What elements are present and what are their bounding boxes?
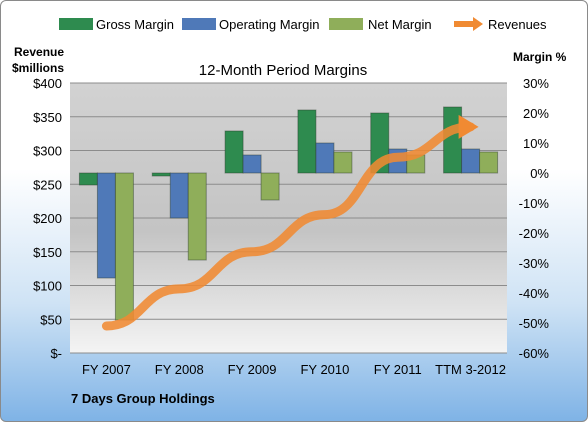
x-axis-ticks: FY 2007 FY 2008 FY 2009 FY 2010 FY 2011 TTM 3…	[82, 362, 506, 377]
bar-gross-margin[interactable]	[151, 172, 171, 177]
legend-swatch-net-margin	[329, 18, 363, 30]
bar-net-margin[interactable]	[479, 151, 499, 174]
right-tick-label: -40%	[519, 286, 550, 301]
bar-operating-margin[interactable]	[315, 142, 335, 174]
bar-net-margin[interactable]	[260, 172, 280, 201]
left-tick-label: $350	[33, 110, 62, 125]
revenue-point	[323, 213, 326, 216]
legend-item-net-margin[interactable]: Net Margin	[329, 17, 432, 32]
right-axis-ticks: 30% 20% 10% 0% -10% -20% -30% -40% -50% -60%	[519, 76, 550, 361]
right-tick-label: 20%	[523, 106, 549, 121]
left-axis-label-line1: Revenue	[14, 45, 64, 59]
revenue-point	[396, 156, 399, 159]
legend-item-operating-margin[interactable]: Operating Margin	[182, 17, 319, 32]
left-tick-label: $400	[33, 76, 62, 91]
revenue-point	[178, 287, 181, 290]
gridlines	[70, 82, 507, 354]
bar-net-margin[interactable]	[187, 172, 207, 261]
bar-operating-margin[interactable]	[461, 148, 481, 174]
legend-swatch-gross-margin	[59, 18, 93, 30]
bar-operating-margin[interactable]	[96, 172, 116, 279]
bar-net-margin[interactable]	[114, 172, 134, 321]
x-tick-label: FY 2010	[300, 362, 349, 377]
right-tick-label: -10%	[519, 196, 550, 211]
left-tick-label: $200	[33, 211, 62, 226]
legend-label-revenues: Revenues	[488, 17, 547, 32]
right-tick-label: -60%	[519, 346, 550, 361]
legend-item-revenues[interactable]: Revenues	[454, 17, 547, 32]
right-tick-label: 30%	[523, 76, 549, 91]
company-name: 7 Days Group Holdings	[71, 391, 215, 406]
left-tick-label: $150	[33, 245, 62, 260]
left-tick-label: $300	[33, 144, 62, 159]
left-tick-label: $100	[33, 279, 62, 294]
revenue-point	[105, 325, 108, 328]
left-tick-label: $50	[40, 312, 62, 327]
x-tick-label: FY 2011	[374, 362, 422, 377]
legend-swatch-operating-margin	[182, 18, 216, 30]
legend-label-net-margin: Net Margin	[368, 17, 432, 32]
x-tick-label: TTM 3-2012	[435, 362, 506, 377]
revenue-point	[251, 250, 254, 253]
revenue-line-group	[101, 114, 479, 331]
left-axis-ticks: $400 $350 $300 $250 $200 $150 $100 $50 $-	[33, 76, 62, 361]
legend: Gross Margin Operating Margin Net Margin…	[59, 17, 547, 32]
revenue-point	[469, 125, 472, 128]
left-tick-label: $-	[50, 346, 62, 361]
right-tick-label: -30%	[519, 256, 550, 271]
left-tick-label: $250	[33, 177, 62, 192]
chart-title: 12-Month Period Margins	[199, 62, 367, 79]
x-tick-label: FY 2008	[155, 362, 204, 377]
right-tick-label: 0%	[530, 166, 549, 181]
legend-arrowhead-revenues	[473, 17, 483, 31]
bar-gross-margin[interactable]	[78, 172, 98, 186]
revenue-line[interactable]	[101, 122, 476, 331]
legend-label-operating-margin: Operating Margin	[219, 17, 319, 32]
legend-item-gross-margin[interactable]: Gross Margin	[59, 17, 174, 32]
bar-net-margin[interactable]	[333, 151, 353, 174]
right-tick-label: 10%	[523, 136, 549, 151]
revenue-arrowhead	[458, 114, 479, 139]
right-axis-label: Margin %	[513, 50, 567, 64]
bars-group	[78, 106, 499, 321]
right-tick-label: -50%	[519, 316, 550, 331]
bar-gross-margin[interactable]	[297, 109, 317, 174]
bar-operating-margin[interactable]	[242, 154, 262, 174]
left-axis-label-line2: $millions	[12, 61, 64, 75]
bar-operating-margin[interactable]	[169, 172, 189, 219]
legend-label-gross-margin: Gross Margin	[96, 17, 174, 32]
x-tick-label: FY 2009	[228, 362, 277, 377]
bar-gross-margin[interactable]	[224, 130, 244, 174]
x-tick-label: FY 2007	[82, 362, 131, 377]
right-tick-label: -20%	[519, 226, 550, 241]
